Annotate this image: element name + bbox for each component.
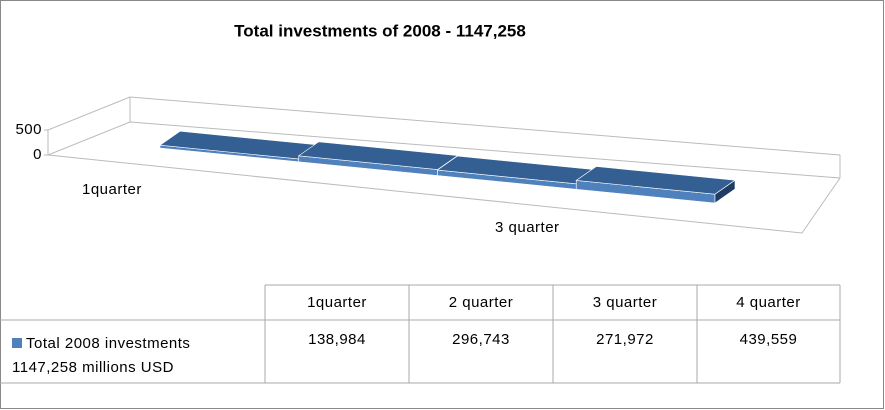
y-tick-label: 0 <box>33 146 42 163</box>
table-cell: 271,972 <box>596 331 654 348</box>
legend-entry: Total 2008 investments 1147,258 millions… <box>12 332 257 380</box>
x-tick-label: 1quarter <box>82 181 142 198</box>
bar <box>575 166 736 204</box>
table-header: 4 quarter <box>736 294 801 311</box>
bar-face <box>714 179 736 204</box>
table-header: 3 quarter <box>593 294 658 311</box>
x-tick-label: 3 quarter <box>495 219 560 236</box>
bar <box>297 141 459 176</box>
y-tick-label: 500 <box>15 121 42 138</box>
table-header: 1quarter <box>307 294 367 311</box>
bar-face <box>297 141 459 170</box>
table-cell: 296,743 <box>452 331 510 348</box>
table-cell: 439,559 <box>740 331 798 348</box>
floor-front <box>47 154 841 234</box>
plot-frame <box>47 96 841 234</box>
chart-title: Total investments of 2008 - 1147,258 <box>234 21 526 40</box>
legend-swatch <box>12 338 22 348</box>
data-table-grid <box>0 284 841 384</box>
legend-label: Total 2008 investments 1147,258 millions… <box>12 335 191 376</box>
table-cell: 138,984 <box>308 331 366 348</box>
table-header: 2 quarter <box>449 294 514 311</box>
